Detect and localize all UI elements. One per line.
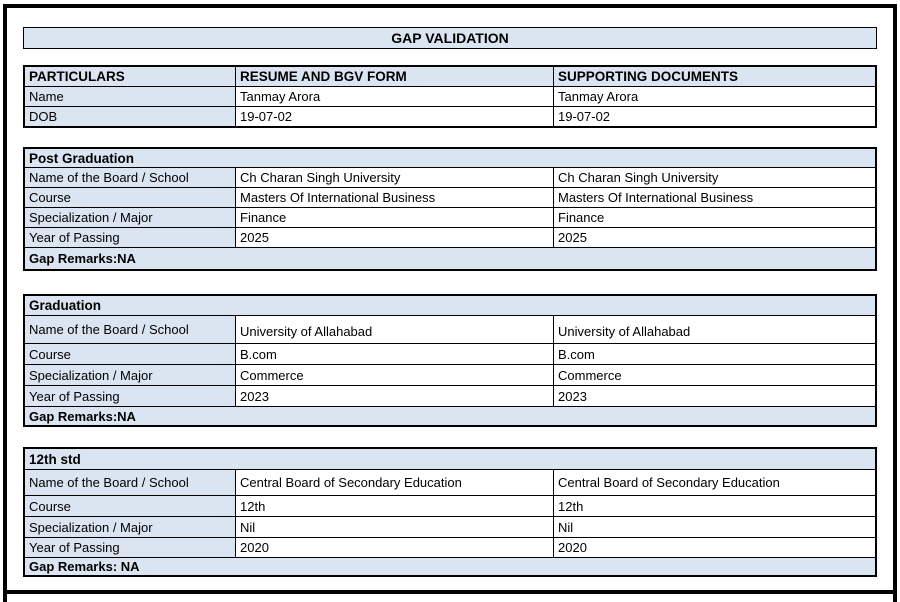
specialization-supporting-cell: Commerce [554, 365, 875, 386]
specialization-label-cell: Specialization / Major [25, 517, 236, 538]
year-passing-supporting-cell: 2023 [554, 386, 875, 407]
section-title-graduation: Graduation [25, 296, 875, 316]
section-title-post-graduation: Post Graduation [25, 149, 875, 168]
board-school-label-cell: Name of the Board / School [25, 316, 236, 344]
gap-remarks-12th-std: Gap Remarks: NA [25, 558, 875, 575]
dob-supporting-cell: 19-07-02 [558, 109, 611, 124]
section-graduation: Graduation Name of the Board / School Un… [23, 294, 877, 427]
gap-remarks-post-graduation: Gap Remarks:NA [25, 248, 875, 269]
board-school-resume-cell: Ch Charan Singh University [236, 168, 554, 188]
name-supporting-cell: Tanmay Arora [554, 87, 875, 107]
course-label-cell: Course [25, 344, 236, 365]
dob-resume-cell: 19-07-02 [236, 107, 554, 126]
board-school-supporting-cell: Central Board of Secondary Education [554, 470, 875, 496]
year-passing-supporting-cell: 2020 [554, 538, 875, 558]
particulars-table: PARTICULARS RESUME AND BGV FORM SUPPORTI… [23, 65, 877, 128]
section-title-12th-std: 12th std [25, 449, 875, 470]
board-school-label-cell: Name of the Board / School [25, 470, 236, 496]
course-supporting-cell: 12th [554, 496, 875, 517]
course-resume-cell: Masters Of International Business [236, 188, 554, 208]
course-label-cell: Course [25, 188, 236, 208]
board-school-resume-cell: Central Board of Secondary Education [236, 470, 554, 496]
year-passing-label-cell: Year of Passing [25, 228, 236, 248]
board-school-supporting-cell: University of Allahabad [554, 316, 875, 344]
course-resume-cell: B.com [236, 344, 554, 365]
col-header-supporting-docs: SUPPORTING DOCUMENTS [554, 67, 875, 87]
year-passing-resume-cell: 2023 [236, 386, 554, 407]
page-frame [3, 4, 897, 602]
name-resume-cell: Tanmay Arora [236, 87, 554, 107]
col-header-particulars: PARTICULARS [25, 67, 236, 87]
specialization-supporting-cell: Finance [554, 208, 875, 228]
course-supporting-cell: Masters Of International Business [554, 188, 875, 208]
specialization-resume-cell: Finance [236, 208, 554, 228]
dob-label-cell: DOB [25, 107, 236, 126]
board-school-resume-cell: University of Allahabad [236, 316, 554, 344]
gap-remarks-graduation: Gap Remarks:NA [25, 407, 875, 425]
year-passing-label-cell: Year of Passing [25, 386, 236, 407]
course-supporting-cell: B.com [554, 344, 875, 365]
specialization-resume-cell: Nil [236, 517, 554, 538]
specialization-supporting-cell: Nil [554, 517, 875, 538]
next-section-top-border [3, 590, 897, 594]
section-post-graduation: Post Graduation Name of the Board / Scho… [23, 147, 877, 271]
board-school-supporting-cell: Ch Charan Singh University [554, 168, 875, 188]
year-passing-resume-cell: 2020 [236, 538, 554, 558]
specialization-label-cell: Specialization / Major [25, 365, 236, 386]
year-passing-label-cell: Year of Passing [25, 538, 236, 558]
specialization-resume-cell: Commerce [236, 365, 554, 386]
col-header-resume-bgv: RESUME AND BGV FORM [236, 67, 554, 87]
course-label-cell: Course [25, 496, 236, 517]
board-school-label-cell: Name of the Board / School [25, 168, 236, 188]
name-label-cell: Name [25, 87, 236, 107]
specialization-label-cell: Specialization / Major [25, 208, 236, 228]
section-12th-std: 12th std Name of the Board / School Cent… [23, 447, 877, 577]
year-passing-supporting-cell: 2025 [554, 228, 875, 248]
page-title: GAP VALIDATION [23, 27, 877, 49]
course-resume-cell: 12th [236, 496, 554, 517]
year-passing-resume-cell: 2025 [236, 228, 554, 248]
